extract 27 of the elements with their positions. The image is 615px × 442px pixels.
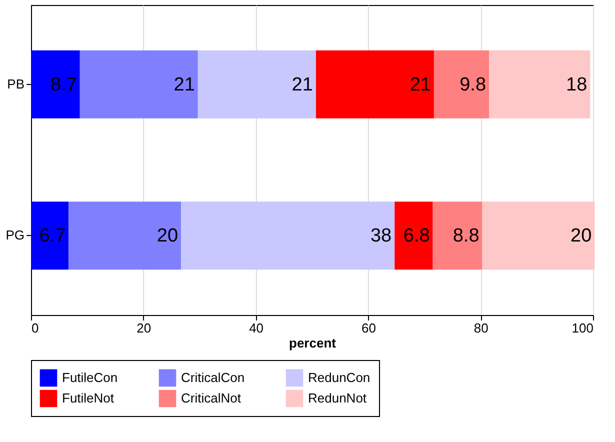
x-tick-label: 100	[572, 320, 594, 336]
x-tick-label: 60	[361, 320, 376, 336]
data-label: 21	[174, 74, 195, 96]
legend-label: RedunCon	[308, 370, 370, 385]
data-label: 38	[370, 226, 392, 247]
x-tick-label: 20	[136, 320, 152, 336]
legend-label: FutileCon	[62, 370, 118, 385]
y-tick-label: PB	[7, 76, 24, 92]
legend-label: CriticalCon	[181, 370, 245, 385]
data-label: 8.7	[50, 74, 77, 96]
x-axis-title: percent	[289, 336, 337, 350]
data-label: 21	[410, 74, 431, 96]
data-label: 6.7	[39, 226, 66, 247]
data-label: 18	[566, 74, 588, 96]
data-label: 9.8	[460, 74, 486, 96]
data-label: 21	[292, 74, 313, 96]
legend-label: CriticalNot	[181, 390, 242, 406]
data-label: 8.8	[452, 226, 480, 247]
legend-label: RedunNot	[308, 390, 367, 406]
x-tick-label: 40	[249, 320, 264, 336]
data-label: 20	[570, 226, 592, 247]
x-tick-label: 80	[474, 320, 488, 336]
y-tick-label: PG	[6, 228, 24, 243]
legend-label: FutileNot	[62, 390, 114, 406]
data-label: 6.8	[403, 226, 430, 247]
x-tick-label: 0	[32, 320, 39, 336]
data-label: 20	[156, 226, 178, 247]
